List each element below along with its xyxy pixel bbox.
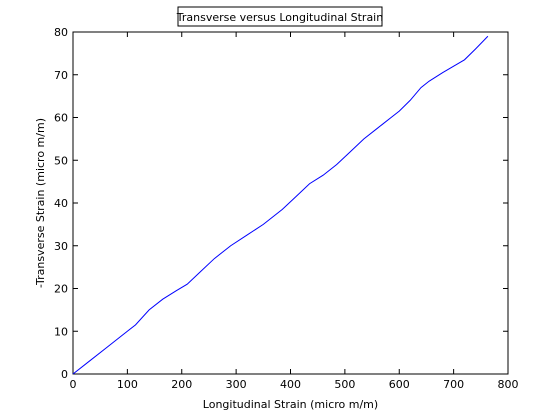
y-axis-label: -Transverse Strain (micro m/m) (34, 118, 47, 288)
x-tick-label: 400 (280, 378, 301, 391)
x-tick-label: 500 (334, 378, 355, 391)
plot-area (72, 31, 509, 375)
x-axis-ticks: 0 100 200 300 400 500 600 700 800 (70, 32, 519, 391)
y-tick-label: 30 (54, 240, 68, 253)
x-tick-label: 700 (443, 378, 464, 391)
y-tick-label: 50 (54, 154, 68, 167)
y-tick-label: 20 (54, 283, 68, 296)
y-tick-label: 70 (54, 69, 68, 82)
x-tick-label: 0 (70, 378, 77, 391)
x-axis-label: Longitudinal Strain (micro m/m) (203, 398, 378, 411)
series-line (72, 35, 489, 375)
y-tick-label: 10 (54, 325, 68, 338)
y-tick-label: 80 (54, 26, 68, 39)
x-tick-label: 600 (389, 378, 410, 391)
x-tick-label: 300 (226, 378, 247, 391)
y-tick-label: 60 (54, 112, 68, 125)
x-tick-label: 100 (117, 378, 138, 391)
y-axis-ticks: 0 10 20 30 40 50 60 70 80 (54, 26, 508, 381)
y-tick-label: 40 (54, 197, 68, 210)
chart-title: Transverse versus Longitudinal Strain (176, 11, 383, 24)
y-tick-label: 0 (61, 368, 68, 381)
title-box (177, 6, 383, 27)
x-tick-label: 200 (171, 378, 192, 391)
series-layer (72, 35, 489, 375)
x-tick-label: 800 (498, 378, 519, 391)
